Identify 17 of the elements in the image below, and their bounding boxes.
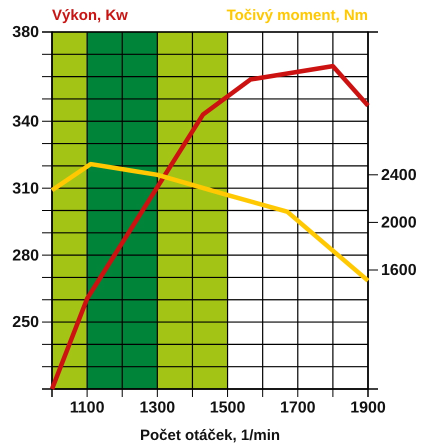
y-axis-title: Výkon, Kw bbox=[52, 7, 128, 24]
y-tick-label: 280 bbox=[12, 247, 40, 264]
y2-tick-label: 1600 bbox=[381, 262, 417, 280]
x-axis-title: Počet otáček, 1/min bbox=[140, 427, 280, 444]
y-tick-label: 250 bbox=[12, 314, 40, 332]
x-tick-label: 1900 bbox=[350, 399, 386, 416]
line-series bbox=[50, 162, 370, 283]
y-tick-label: 380 bbox=[12, 24, 40, 42]
y2-tick-label: 2400 bbox=[381, 166, 417, 184]
x-tick-label: 1700 bbox=[280, 399, 316, 416]
y2-tick-label: 2000 bbox=[381, 214, 417, 232]
x-tick-label: 1300 bbox=[140, 399, 176, 416]
y-tick-label: 310 bbox=[12, 180, 40, 198]
x-tick-label: 1100 bbox=[70, 399, 105, 416]
x-tick-label: 1500 bbox=[210, 399, 246, 416]
y-tick-label: 340 bbox=[12, 113, 40, 130]
y2-axis-title: Točivý moment, Nm bbox=[226, 7, 368, 24]
